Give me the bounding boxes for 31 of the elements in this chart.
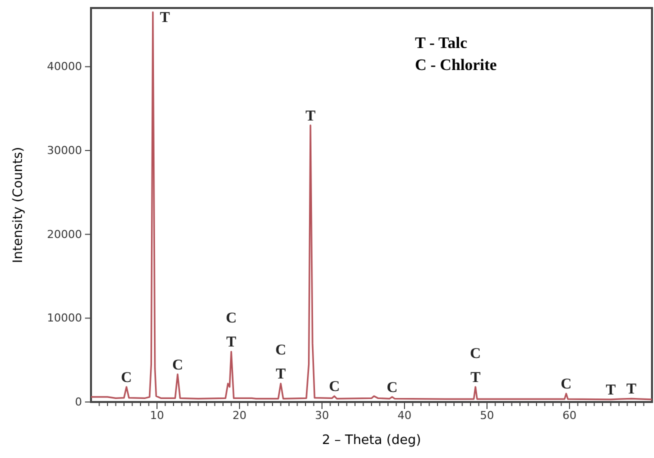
annotation: C bbox=[172, 357, 184, 374]
annotation: T bbox=[226, 334, 236, 351]
annotation: C bbox=[560, 376, 572, 393]
y-axis-title: Intensity (Counts) bbox=[11, 146, 26, 264]
x-tick-label: 40 bbox=[398, 408, 412, 422]
y-tick-label: 10000 bbox=[47, 312, 82, 325]
x-tick-label: 50 bbox=[480, 408, 494, 422]
x-tick-label: 10 bbox=[150, 408, 164, 422]
annotation: C bbox=[121, 370, 132, 386]
x-axis-title: 2 – Theta (deg) bbox=[322, 433, 422, 448]
y-tick-label: 0 bbox=[75, 396, 82, 409]
annotation: C - Chlorite bbox=[415, 57, 497, 74]
annotation: T - Talc bbox=[415, 35, 468, 52]
annotation: T bbox=[305, 108, 316, 124]
annotation: C bbox=[275, 342, 286, 359]
annotation: T bbox=[626, 382, 636, 398]
y-tick-label: 30000 bbox=[47, 144, 82, 158]
annotation: C bbox=[226, 310, 237, 327]
annotation: T bbox=[470, 370, 480, 386]
x-tick-label: 20 bbox=[232, 408, 246, 422]
y-tick-label: 20000 bbox=[47, 228, 82, 241]
annotation: C bbox=[386, 380, 398, 396]
line-series bbox=[90, 11, 653, 400]
y-tick-label: 40000 bbox=[47, 60, 82, 74]
annotation: T bbox=[606, 382, 616, 398]
annotation: T bbox=[276, 366, 286, 383]
annotation: C bbox=[470, 346, 481, 362]
annotation: C bbox=[328, 379, 340, 396]
annotation: T bbox=[160, 10, 170, 26]
x-tick-label: 30 bbox=[315, 408, 329, 422]
x-tick-label: 60 bbox=[562, 408, 576, 422]
